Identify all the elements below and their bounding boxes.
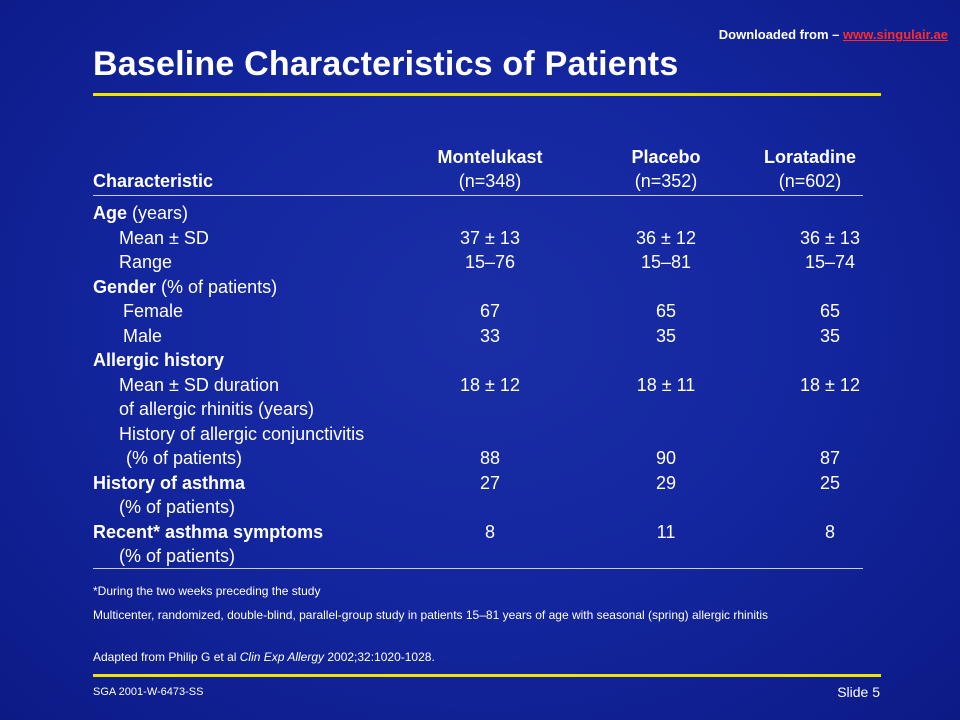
row-label-text: Mean ± SD: [119, 227, 209, 248]
row-label: Recent* asthma symptoms: [93, 520, 323, 544]
row-label-text: (% of patients): [126, 448, 243, 468]
row-label-text: Range: [119, 252, 173, 272]
table-cell: 29: [655, 472, 677, 493]
title-divider: [93, 93, 881, 96]
table-bottom-divider: [93, 568, 863, 569]
col-header-characteristic: Characteristic: [93, 171, 214, 191]
table-cell: 8: [484, 521, 495, 542]
page-title: Baseline Characteristics of Patients: [93, 45, 679, 83]
table-cell: 27: [479, 472, 501, 493]
table-cell: 87: [819, 448, 841, 468]
citation-prefix: Adapted from Philip G et al: [93, 650, 240, 664]
row-label: History of allergic conjunctivitis: [119, 422, 364, 446]
table-cell: 18 ± 11: [636, 374, 696, 395]
row-label: (% of patients): [119, 544, 235, 568]
table-cell: 11: [656, 521, 676, 542]
table-cell: 33: [479, 325, 501, 346]
row-label-bold: History of asthma: [93, 472, 246, 493]
table-cell: 18 ± 12: [800, 374, 860, 395]
row-label-bold: Age: [93, 203, 128, 223]
table-cell: 90: [655, 448, 677, 468]
col-n-montelukast: (n=348): [458, 171, 522, 191]
download-source: Downloaded from – www.singulair.ae: [719, 27, 948, 42]
table-header-divider: [93, 195, 863, 196]
col-header-montelukast: Montelukast: [437, 147, 543, 167]
table-cell: 36 ± 12: [636, 227, 696, 248]
row-label: Age (years): [93, 201, 188, 225]
table-cell: 65: [655, 301, 677, 321]
row-label: Mean ± SD duration: [119, 373, 279, 397]
row-label: History of asthma: [93, 471, 245, 495]
table-cell: 8: [824, 521, 835, 542]
row-label-text: (% of patients): [119, 546, 236, 566]
footer-divider: [93, 674, 881, 677]
table-cell: 15–81: [640, 252, 692, 272]
table-cell: 67: [479, 301, 501, 321]
download-link[interactable]: www.singulair.ae: [843, 27, 948, 42]
row-label-bold: Recent* asthma symptoms: [93, 521, 324, 542]
citation-suffix: 2002;32:1020-1028.: [324, 650, 435, 664]
citation: Adapted from Philip G et al Clin Exp All…: [93, 649, 853, 666]
row-label: Gender (% of patients): [93, 275, 277, 299]
row-label-text: Male: [123, 325, 163, 346]
row-label: (% of patients): [119, 495, 235, 519]
slide-code: SGA 2001-W-6473-SS: [93, 686, 204, 698]
row-label-bold: Allergic history: [93, 350, 225, 370]
footnote: *During the two weeks preceding the stud…: [93, 584, 321, 598]
study-description: Multicenter, randomized, double-blind, p…: [93, 608, 769, 622]
col-header-loratadine: Loratadine: [763, 147, 856, 167]
table-cell: 65: [819, 301, 841, 321]
row-label: Range: [119, 250, 172, 274]
download-prefix: Downloaded from –: [718, 27, 843, 42]
row-label-text: of allergic rhinitis (years): [119, 399, 315, 419]
table-cell: 37 ± 13: [460, 227, 520, 248]
row-label-bold: Gender: [93, 276, 157, 297]
table-cell: 36 ± 13: [800, 227, 860, 248]
table-cell: 15–76: [464, 252, 516, 272]
slide-number: Slide 5: [837, 684, 880, 700]
row-label-text: Mean ± SD duration: [119, 374, 279, 395]
col-n-placebo: (n=352): [634, 171, 698, 191]
row-label: Mean ± SD: [119, 226, 209, 250]
row-label: (% of patients): [126, 446, 242, 470]
row-label-text: (% of patients): [119, 497, 236, 517]
row-label-text: (years): [127, 203, 189, 223]
col-n-loratadine: (n=602): [778, 171, 842, 191]
table-cell: 25: [819, 472, 841, 493]
table-cell: 35: [655, 325, 677, 346]
table-cell: 35: [819, 325, 841, 346]
row-label: Male: [123, 324, 162, 348]
row-label-text: History of allergic conjunctivitis: [119, 423, 365, 444]
table-cell: 88: [479, 448, 501, 468]
row-label: Allergic history: [93, 348, 224, 372]
row-label-text: (% of patients): [156, 276, 278, 297]
col-header-placebo: Placebo: [631, 147, 701, 167]
row-label: of allergic rhinitis (years): [119, 397, 314, 421]
row-label: Female: [123, 299, 183, 323]
table-cell: 15–74: [804, 252, 856, 272]
row-label-text: Female: [123, 301, 184, 321]
citation-journal: Clin Exp Allergy: [239, 650, 325, 664]
table-cell: 18 ± 12: [460, 374, 520, 395]
